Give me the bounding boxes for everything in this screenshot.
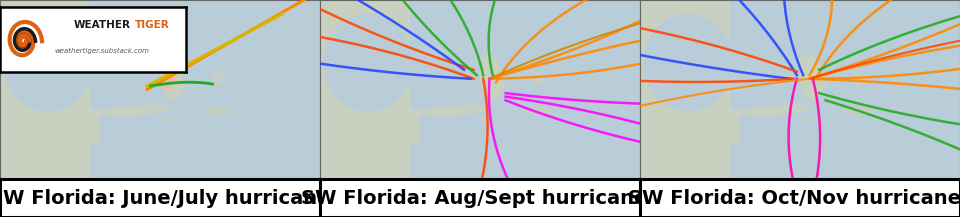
- Polygon shape: [410, 104, 496, 116]
- Ellipse shape: [160, 118, 173, 122]
- Ellipse shape: [202, 107, 233, 115]
- Polygon shape: [89, 104, 176, 116]
- Ellipse shape: [531, 72, 544, 86]
- FancyBboxPatch shape: [0, 0, 89, 179]
- FancyBboxPatch shape: [381, 109, 420, 145]
- FancyBboxPatch shape: [60, 109, 99, 145]
- Text: TIGER: TIGER: [134, 20, 170, 30]
- Ellipse shape: [842, 107, 874, 115]
- Text: SW Florida: Oct/Nov hurricanes: SW Florida: Oct/Nov hurricanes: [628, 189, 960, 207]
- Ellipse shape: [800, 118, 813, 122]
- Ellipse shape: [521, 107, 554, 115]
- Polygon shape: [160, 54, 185, 100]
- FancyBboxPatch shape: [701, 109, 739, 145]
- Ellipse shape: [324, 13, 413, 112]
- Polygon shape: [160, 68, 176, 89]
- Ellipse shape: [643, 13, 732, 112]
- FancyBboxPatch shape: [634, 0, 730, 179]
- Text: SW Florida: June/July hurricane: SW Florida: June/July hurricane: [0, 189, 331, 207]
- FancyBboxPatch shape: [314, 0, 410, 179]
- Ellipse shape: [480, 118, 492, 122]
- Ellipse shape: [3, 13, 93, 112]
- Polygon shape: [800, 54, 826, 100]
- Ellipse shape: [852, 72, 864, 86]
- Ellipse shape: [211, 72, 224, 86]
- Polygon shape: [730, 104, 816, 116]
- Text: SW Florida: Aug/Sept hurricanes: SW Florida: Aug/Sept hurricanes: [301, 189, 659, 207]
- Text: weathertiger.substack.com: weathertiger.substack.com: [55, 48, 150, 54]
- Polygon shape: [480, 54, 506, 100]
- Text: WEATHER: WEATHER: [74, 20, 131, 30]
